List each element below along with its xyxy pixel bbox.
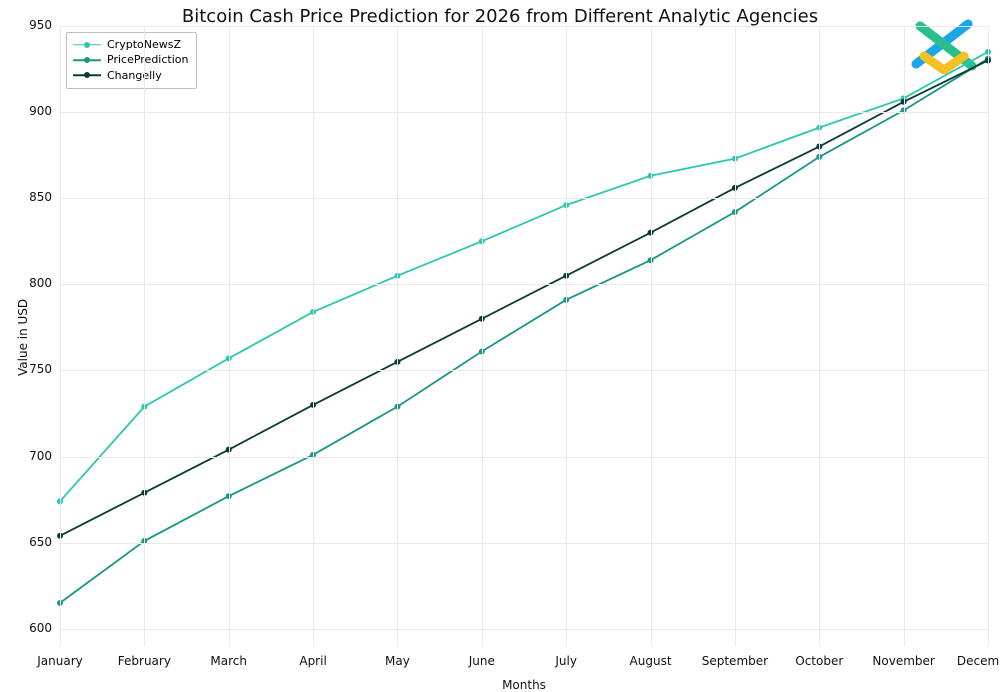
series-lines bbox=[0, 0, 1000, 692]
grid-line-x bbox=[144, 26, 145, 646]
series-line bbox=[60, 52, 988, 502]
grid-line-x bbox=[482, 26, 483, 646]
grid-line-x bbox=[904, 26, 905, 646]
grid-line-x bbox=[60, 26, 61, 646]
x-tick-label: September bbox=[695, 654, 775, 668]
x-tick-label: July bbox=[526, 654, 606, 668]
grid-line-x bbox=[988, 26, 989, 646]
series-line bbox=[60, 59, 988, 603]
grid-line-y bbox=[60, 543, 988, 544]
y-tick-label: 700 bbox=[29, 449, 52, 463]
chart: Bitcoin Cash Price Prediction for 2026 f… bbox=[0, 0, 1000, 692]
x-tick-label: December bbox=[948, 654, 1000, 668]
y-tick-label: 900 bbox=[29, 104, 52, 118]
y-tick-label: 850 bbox=[29, 190, 52, 204]
grid-line-x bbox=[313, 26, 314, 646]
grid-line-y bbox=[60, 112, 988, 113]
x-tick-label: January bbox=[20, 654, 100, 668]
grid-line-x bbox=[566, 26, 567, 646]
grid-line-x bbox=[651, 26, 652, 646]
x-tick-label: April bbox=[273, 654, 353, 668]
grid-line-y bbox=[60, 457, 988, 458]
x-tick-label: October bbox=[779, 654, 859, 668]
x-tick-label: May bbox=[357, 654, 437, 668]
grid-line-y bbox=[60, 26, 988, 27]
grid-line-y bbox=[60, 629, 988, 630]
y-tick-label: 600 bbox=[29, 621, 52, 635]
x-tick-label: March bbox=[189, 654, 269, 668]
x-tick-label: June bbox=[442, 654, 522, 668]
grid-line-x bbox=[397, 26, 398, 646]
grid-line-x bbox=[735, 26, 736, 646]
series-line bbox=[60, 60, 988, 535]
grid-line-y bbox=[60, 284, 988, 285]
x-tick-label: November bbox=[864, 654, 944, 668]
x-tick-label: February bbox=[104, 654, 184, 668]
grid-line-y bbox=[60, 370, 988, 371]
y-tick-label: 650 bbox=[29, 535, 52, 549]
grid-line-y bbox=[60, 198, 988, 199]
grid-line-x bbox=[229, 26, 230, 646]
grid-line-x bbox=[819, 26, 820, 646]
x-tick-label: August bbox=[611, 654, 691, 668]
y-tick-label: 750 bbox=[29, 362, 52, 376]
y-tick-label: 800 bbox=[29, 276, 52, 290]
y-tick-label: 950 bbox=[29, 18, 52, 32]
